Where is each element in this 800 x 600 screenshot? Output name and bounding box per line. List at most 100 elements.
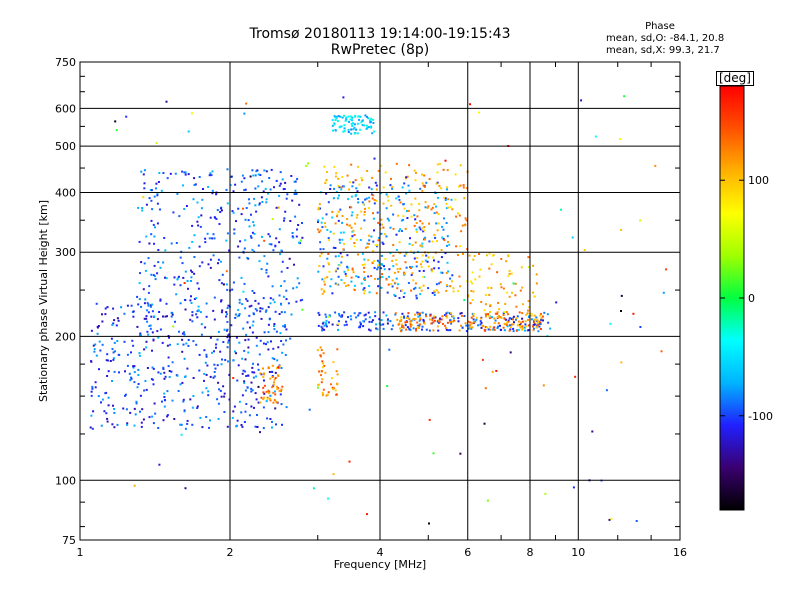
data-point <box>319 248 322 251</box>
data-point <box>263 379 265 382</box>
data-point <box>530 318 533 321</box>
data-point <box>421 227 423 230</box>
data-point <box>324 225 327 228</box>
data-point <box>291 235 294 238</box>
data-point <box>460 312 463 315</box>
data-point <box>191 406 194 409</box>
data-point <box>142 288 145 291</box>
data-point <box>240 276 243 279</box>
data-point <box>493 328 496 331</box>
data-point <box>420 244 423 247</box>
data-point <box>224 359 227 361</box>
data-point <box>90 329 93 332</box>
data-point <box>404 321 407 324</box>
data-point <box>163 377 166 380</box>
data-point <box>295 235 298 238</box>
data-point <box>301 222 303 224</box>
data-point <box>254 392 257 395</box>
data-point <box>252 320 255 323</box>
data-point <box>217 402 220 405</box>
data-point <box>441 225 444 228</box>
data-point <box>400 219 403 222</box>
data-point <box>392 244 395 246</box>
data-point <box>369 121 372 124</box>
data-point <box>321 394 324 397</box>
data-point <box>283 219 285 222</box>
data-point <box>190 295 192 298</box>
data-point <box>113 319 116 322</box>
data-point <box>422 184 425 187</box>
data-point <box>339 115 342 118</box>
data-point <box>180 433 183 436</box>
data-point <box>347 284 350 287</box>
data-point <box>152 223 155 226</box>
data-point <box>483 422 486 425</box>
data-point <box>283 280 286 283</box>
data-point <box>502 314 505 316</box>
data-point <box>247 346 250 349</box>
data-point <box>343 270 346 273</box>
data-point <box>324 222 326 225</box>
data-point <box>401 312 404 315</box>
data-point <box>177 275 180 278</box>
data-point <box>465 219 468 222</box>
data-point <box>363 213 366 216</box>
data-point <box>143 317 146 320</box>
data-point <box>503 322 506 325</box>
data-point <box>211 170 214 173</box>
data-point <box>238 341 241 344</box>
data-point <box>277 346 280 349</box>
data-point <box>375 292 378 295</box>
data-point <box>220 209 223 212</box>
data-point <box>343 242 345 245</box>
data-point <box>200 323 203 326</box>
data-point <box>413 257 416 260</box>
data-point <box>248 314 251 317</box>
data-point <box>220 300 222 303</box>
data-point <box>433 233 436 236</box>
data-point <box>359 239 362 241</box>
data-point <box>220 282 223 285</box>
data-point <box>280 367 283 369</box>
data-point <box>433 203 436 206</box>
data-point <box>211 237 214 240</box>
data-point <box>419 314 421 317</box>
data-point <box>266 262 269 265</box>
data-point <box>171 313 174 316</box>
data-point <box>299 239 302 242</box>
data-point <box>353 245 356 248</box>
data-point <box>503 317 506 320</box>
data-point <box>159 299 162 302</box>
data-point <box>351 230 354 233</box>
data-point <box>338 194 340 197</box>
data-point <box>254 308 257 310</box>
data-point <box>155 142 158 145</box>
point-cluster <box>259 364 284 404</box>
data-point <box>278 184 281 187</box>
data-point <box>223 411 226 413</box>
data-point <box>211 189 214 192</box>
data-point <box>253 371 256 374</box>
data-point <box>284 210 287 213</box>
data-point <box>350 132 353 135</box>
data-point <box>357 165 360 168</box>
data-point <box>153 195 156 198</box>
data-point <box>193 298 196 300</box>
data-point <box>394 295 397 297</box>
data-point <box>145 388 148 391</box>
data-point <box>477 324 480 327</box>
data-point <box>220 299 223 302</box>
data-point <box>176 343 179 346</box>
data-point <box>373 202 376 205</box>
data-point <box>472 318 475 321</box>
data-point <box>389 184 392 187</box>
data-point <box>368 200 371 203</box>
data-point <box>198 265 201 268</box>
data-point <box>377 285 380 288</box>
data-point <box>331 377 333 380</box>
data-point <box>285 298 288 301</box>
data-point <box>138 352 141 355</box>
data-point <box>194 183 197 186</box>
data-point <box>532 264 535 267</box>
data-point <box>244 389 247 392</box>
